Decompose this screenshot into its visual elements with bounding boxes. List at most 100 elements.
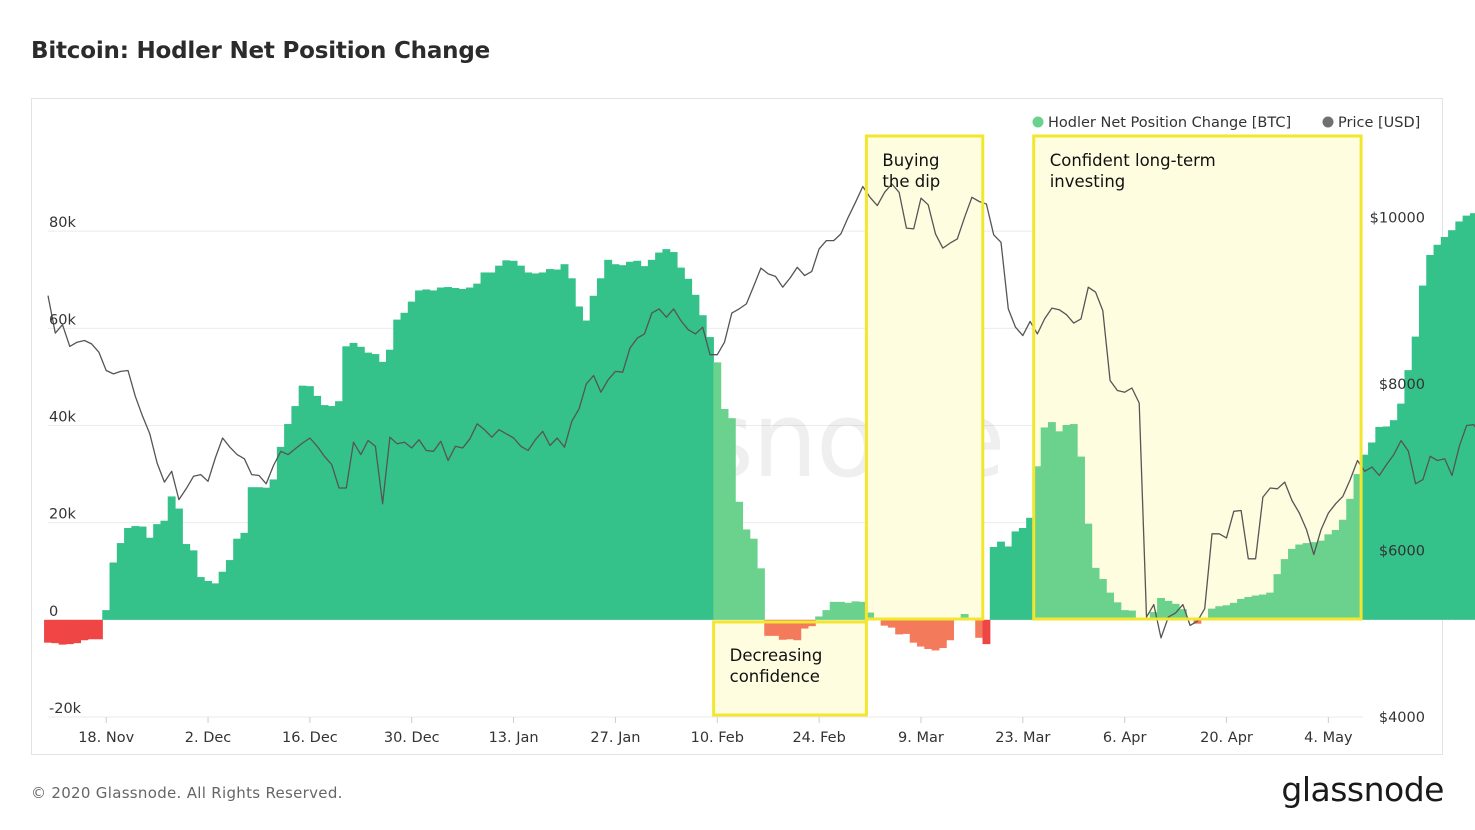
bar [749,538,758,620]
bar [706,337,714,620]
bar [655,252,664,620]
bar [276,446,285,620]
bar [633,260,642,620]
bar [815,616,824,620]
bar [102,610,111,620]
bar [1368,442,1376,620]
bar [262,487,271,620]
bar [800,619,809,629]
bar [233,538,242,620]
bar [844,602,853,620]
bar [1469,213,1475,620]
bar [756,568,765,620]
bar [1309,542,1318,620]
bar [676,267,685,620]
bar [364,352,373,620]
bar [1360,454,1369,620]
legend-marker-hodler [1032,116,1044,128]
bar [44,619,52,643]
bar-series [44,213,1475,651]
bar [1127,610,1136,620]
bar [1251,595,1260,620]
bar [582,320,591,620]
bar [589,295,598,620]
bar [495,265,503,620]
bar [1018,528,1027,620]
bar [887,619,896,628]
bar [1426,254,1435,620]
annotation-fill [866,136,983,619]
bar [1040,427,1049,620]
bar [131,526,140,620]
bar [1091,567,1100,620]
bar [1178,609,1187,620]
y-left-tick-label: -20k [49,701,82,717]
bar [1120,610,1129,620]
bar [342,346,351,620]
bar [938,619,947,649]
bar [1098,579,1107,620]
bar [1295,544,1304,620]
brand-logo: glassnode [1281,770,1444,809]
bar [1404,370,1413,620]
annotation-box [1032,134,1363,621]
y-left-tick-label: 60k [49,312,76,328]
bar [1069,424,1078,620]
bar [480,272,489,620]
bar [189,550,198,620]
bar [1171,603,1180,620]
bar [880,619,889,626]
bar [509,260,518,620]
bar [895,619,904,635]
bar [1062,425,1071,620]
x-axis: 18. Nov 2. Dec 16. Dec 30. Dec 13. Jan 27. Ja… [78,717,1353,746]
bar [611,264,620,620]
bar [400,312,409,620]
y-left-tick-label: 0 [49,604,58,620]
bar [946,619,955,641]
y-axis-left: -20k 0 20k 40k 60k 80k [49,215,82,717]
bar [560,264,569,620]
bar [291,406,300,620]
y-axis-right: $4000 $6000 $8000 $10000 [1370,210,1425,726]
y-left-tick-label: 20k [49,507,76,523]
bar [1011,531,1020,620]
y-left-tick-label: 80k [49,215,76,231]
bar [255,487,263,620]
bar [626,261,634,620]
bar [1113,602,1122,620]
legend-label-hodler: Hodler Net Position Change [BTC] [1048,115,1291,131]
bar [596,278,605,620]
bar [487,272,496,620]
bar [1353,474,1362,620]
bar [553,269,562,620]
annotation-label: Buying [882,151,939,170]
bar [502,260,511,620]
bar [516,265,525,620]
bar [829,601,838,620]
annotation-label: confidence [730,667,820,686]
bar [1244,596,1253,620]
annotation-borders: Buying the dip Decreasing confidence Confide… [712,134,1363,717]
x-tick-label: 23. Mar [995,730,1050,746]
bar [393,319,402,620]
bar [1302,543,1311,620]
bar [1033,466,1042,620]
bar [1208,608,1216,620]
bar [575,306,583,620]
bar [1106,592,1115,620]
x-tick-label: 9. Mar [898,730,944,746]
bar [662,249,671,620]
annotation-label: the dip [882,172,940,191]
bar [51,619,60,644]
bar [1375,426,1384,620]
bar [116,543,125,620]
bar [429,290,438,620]
annotation-label: investing [1050,172,1126,191]
bar [960,614,969,620]
bar [640,266,649,620]
bar [531,273,540,620]
annotation-box [864,134,985,621]
bar [1004,546,1013,620]
copyright-footer: © 2020 Glassnode. All Rights Reserved. [31,784,343,802]
